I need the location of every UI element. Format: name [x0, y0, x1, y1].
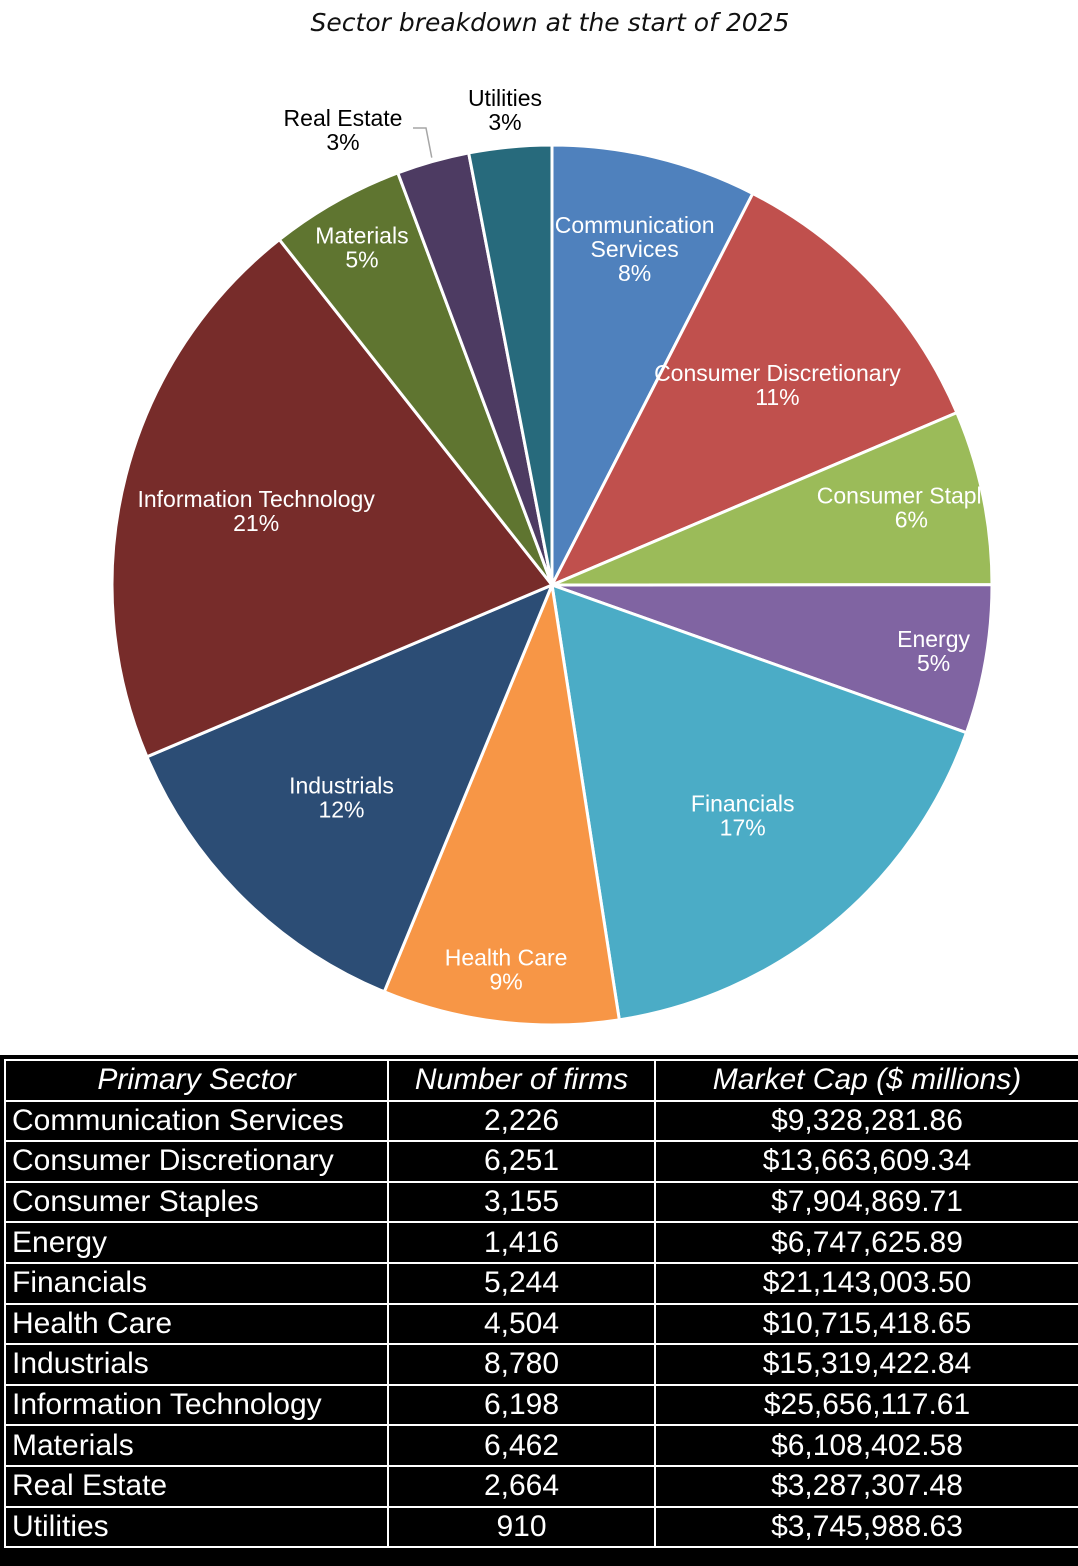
cell-sector: Financials — [4, 1261, 389, 1305]
cell-market-cap: $13,663,609.34 — [654, 1140, 1078, 1183]
pie-slice-energy — [551, 583, 994, 735]
slice-label-consumer-discretionary: Consumer Discretionary 11% — [654, 360, 901, 410]
slice-label-health-care: Health Care 9% — [445, 944, 568, 994]
cell-number-of-firms: 6,198 — [387, 1383, 656, 1427]
cell-market-cap: $7,904,869.71 — [654, 1180, 1078, 1224]
pie-chart: Communication Services 8% Consumer Discreti… — [110, 85, 1006, 1027]
cell-number-of-firms: 2,226 — [387, 1099, 656, 1143]
header-primary-sector: Primary Sector — [4, 1059, 389, 1102]
table-row: Information Technology 6,198 $25,656,117.6… — [4, 1383, 1078, 1427]
table-row: Utilities 910 $3,745,988.63 — [4, 1505, 1078, 1549]
pie-slice-information-technology — [110, 237, 555, 759]
cell-number-of-firms: 2,664 — [387, 1464, 656, 1508]
cell-market-cap: $9,328,281.86 — [654, 1099, 1078, 1143]
pie-slice-utilities — [466, 143, 554, 586]
cell-sector: Utilities — [4, 1505, 389, 1549]
slice-label-materials: Materials 5% — [315, 223, 408, 273]
slice-label-utilities: Utilities 3% — [468, 85, 542, 135]
pie-slice-industrials — [144, 582, 555, 994]
table-row: Materials 6,462 $6,108,402.58 — [4, 1424, 1078, 1467]
table-row: Energy 1,416 $6,747,625.89 — [4, 1221, 1078, 1264]
cell-market-cap: $25,656,117.61 — [654, 1383, 1078, 1427]
cell-sector: Consumer Staples — [4, 1180, 389, 1224]
table-row: Health Care 4,504 $10,715,418.65 — [4, 1302, 1078, 1346]
pie-slice-consumer-staples — [551, 410, 994, 587]
cell-number-of-firms: 6,251 — [387, 1140, 656, 1183]
cell-number-of-firms: 8,780 — [387, 1343, 656, 1386]
slice-label-consumer-staples: Consumer Staples 6% — [817, 482, 1006, 532]
cell-number-of-firms: 6,462 — [387, 1424, 656, 1467]
table-row: Consumer Discretionary 6,251 $13,663,609.3… — [4, 1140, 1078, 1183]
pie-slice-health-care — [382, 579, 622, 1027]
slice-label-financials: Financials 17% — [691, 791, 795, 841]
cell-number-of-firms: 3,155 — [387, 1180, 656, 1224]
chart-title: Sector breakdown at the start of 2025 — [310, 8, 790, 37]
table-row: Consumer Staples 3,155 $7,904,869.71 — [4, 1180, 1078, 1224]
cell-sector: Consumer Discretionary — [4, 1140, 389, 1183]
cell-sector: Health Care — [4, 1302, 389, 1346]
cell-number-of-firms: 4,504 — [387, 1302, 656, 1346]
slice-label-energy: Energy 5% — [897, 626, 970, 676]
slice-label-communication-services: Communication Services 8% — [555, 212, 715, 286]
slice-label-real-estate: Real Estate 3% — [284, 105, 403, 155]
cell-market-cap: $6,747,625.89 — [654, 1221, 1078, 1264]
table-header-row: Primary Sector Number of firms Market Ca… — [4, 1059, 1078, 1102]
sector-table: Primary Sector Number of firms Market Ca… — [4, 1059, 1078, 1549]
table-row: Real Estate 2,664 $3,287,307.48 — [4, 1464, 1078, 1508]
slice-label-information-technology: Information Technology 21% — [137, 486, 375, 536]
table-row: Financials 5,244 $21,143,003.50 — [4, 1261, 1078, 1305]
cell-market-cap: $15,319,422.84 — [654, 1343, 1078, 1386]
cell-number-of-firms: 5,244 — [387, 1261, 656, 1305]
cell-sector: Energy — [4, 1221, 389, 1264]
cell-market-cap: $3,287,307.48 — [654, 1464, 1078, 1508]
cell-market-cap: $3,745,988.63 — [654, 1505, 1078, 1549]
cell-sector: Materials — [4, 1424, 389, 1467]
pie-slice-communication-services — [550, 143, 755, 586]
cell-sector: Information Technology — [4, 1383, 389, 1427]
leader-line-real-estate — [413, 127, 433, 158]
cell-market-cap: $6,108,402.58 — [654, 1424, 1078, 1467]
table-row: Industrials 8,780 $15,319,422.84 — [4, 1343, 1078, 1386]
cell-market-cap: $21,143,003.50 — [654, 1261, 1078, 1305]
cell-number-of-firms: 1,416 — [387, 1221, 656, 1264]
header-number-of-firms: Number of firms — [387, 1059, 656, 1102]
cell-market-cap: $10,715,418.65 — [654, 1302, 1078, 1346]
cell-sector: Communication Services — [4, 1099, 389, 1143]
pie-slice-financials — [550, 582, 969, 1022]
slice-label-industrials: Industrials 12% — [289, 773, 394, 823]
table-row: Communication Services 2,226 $9,328,281.86 — [4, 1099, 1078, 1143]
cell-number-of-firms: 910 — [387, 1505, 656, 1549]
pie-slice-consumer-discretionary — [548, 191, 959, 589]
cell-sector: Industrials — [4, 1343, 389, 1386]
cell-sector: Real Estate — [4, 1464, 389, 1508]
header-market-cap: Market Cap ($ millions) — [654, 1059, 1078, 1102]
